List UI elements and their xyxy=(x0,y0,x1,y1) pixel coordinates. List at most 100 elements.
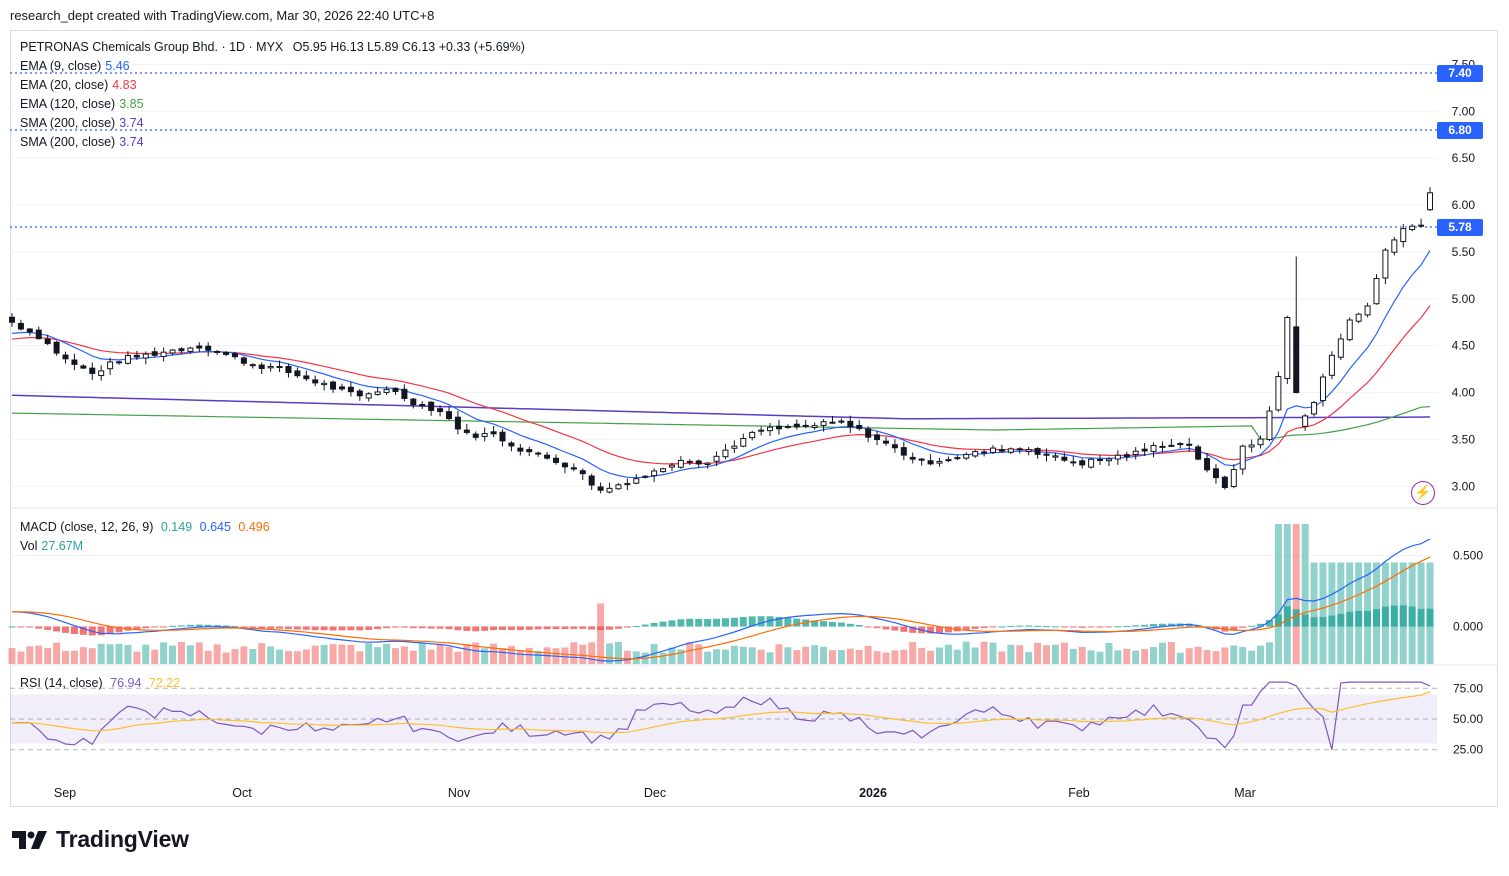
macd-histogram-bar xyxy=(160,626,168,628)
rsi-legend[interactable]: RSI (14, close) 76.94 72.22 xyxy=(20,676,181,690)
macd-pane xyxy=(8,524,1434,664)
candle-body xyxy=(767,426,774,432)
time-axis-tick: Feb xyxy=(1068,786,1090,800)
macd-histogram-bar xyxy=(828,621,836,627)
ema9-legend[interactable]: EMA (9, close) 5.46 xyxy=(20,59,130,73)
volume-bar xyxy=(971,647,979,664)
candle-body xyxy=(784,426,791,429)
candle-body xyxy=(249,364,256,367)
volume-bar xyxy=(980,641,988,664)
volume-bar xyxy=(1069,648,1077,664)
ema120-legend[interactable]: EMA (120, close) 3.85 xyxy=(20,97,144,111)
price-tag-740: 7.40 xyxy=(1437,65,1483,82)
macd-histogram-bar xyxy=(1408,606,1416,627)
macd-histogram-bar xyxy=(276,626,284,629)
macd-histogram-bar xyxy=(641,624,649,627)
sma200-legend[interactable]: SMA (200, close) 3.74 xyxy=(20,116,144,130)
sma200-legend-2[interactable]: SMA (200, close) 3.74 xyxy=(20,135,144,149)
candle-body xyxy=(124,355,131,364)
candle-body xyxy=(169,349,176,354)
volume-bar xyxy=(302,649,310,664)
macd-histogram-bar xyxy=(26,626,34,628)
candle-body xyxy=(945,459,952,462)
volume-bar xyxy=(17,651,25,664)
candle-body xyxy=(847,420,854,428)
volume-bar xyxy=(1096,651,1104,664)
macd-histogram-bar xyxy=(989,626,997,628)
candle-body xyxy=(793,423,800,428)
volume-bar xyxy=(1123,648,1131,664)
volume-bar xyxy=(793,650,801,664)
alert-bolt-icon[interactable]: ⚡ xyxy=(1411,481,1435,505)
macd-histogram-bar xyxy=(606,626,614,630)
volume-bar xyxy=(989,642,997,664)
macd-histogram-bar xyxy=(1069,626,1077,628)
macd-histogram-bar xyxy=(1399,605,1407,627)
macd-histogram-bar xyxy=(909,626,917,633)
macd-histogram-bar xyxy=(8,626,16,628)
candle-body xyxy=(1097,458,1104,461)
symbol-name[interactable]: PETRONAS Chemicals Group Bhd. · 1D · MYX xyxy=(20,40,284,54)
volume-bar xyxy=(1194,646,1202,664)
candle-body xyxy=(445,411,452,420)
price-axis-tick: 6.50 xyxy=(1452,151,1476,165)
macd-histogram-bar xyxy=(169,625,177,627)
candle-body xyxy=(187,347,194,352)
macd-histogram-bar xyxy=(1230,626,1238,631)
candle-body xyxy=(963,453,970,459)
volume-bar xyxy=(204,650,212,664)
volume-bar xyxy=(62,650,70,664)
macd-histogram-bar xyxy=(17,626,25,628)
volume-bar xyxy=(454,651,462,664)
volume-bar xyxy=(160,642,168,664)
time-axis-tick: Nov xyxy=(448,786,471,800)
volume-bar xyxy=(739,646,747,664)
macd-histogram-bar xyxy=(1114,626,1122,628)
ema120-line xyxy=(11,406,1431,440)
macd-histogram-bar xyxy=(962,626,970,631)
candle-body xyxy=(1159,445,1166,448)
volume-bar xyxy=(1301,524,1309,664)
tradingview-logo-icon xyxy=(12,830,47,849)
volume-bar xyxy=(1060,642,1068,664)
candle-body xyxy=(918,458,925,461)
volume-bar xyxy=(837,650,845,664)
candle-body xyxy=(454,416,461,430)
volume-bar xyxy=(766,652,774,664)
ema20-legend[interactable]: EMA (20, close) 4.83 xyxy=(20,78,137,92)
macd-histogram-bar xyxy=(597,626,605,631)
macd-histogram-bar xyxy=(499,626,507,630)
candle-body xyxy=(330,381,337,390)
volume-bar xyxy=(249,648,257,664)
volume-bar xyxy=(383,643,391,664)
macd-histogram-bar xyxy=(677,619,685,627)
candle-body xyxy=(392,387,399,392)
candle-body xyxy=(294,370,301,377)
macd-histogram-bar xyxy=(151,626,159,628)
macd-histogram-bar xyxy=(1078,626,1086,628)
macd-axis-tick: 0.500 xyxy=(1453,549,1483,563)
macd-histogram-bar xyxy=(1355,610,1363,627)
macd-histogram-bar xyxy=(686,618,694,627)
macd-histogram-bar xyxy=(579,626,587,629)
tradingview-logo[interactable]: TradingView xyxy=(12,826,189,853)
candle-body xyxy=(1052,455,1059,458)
volume-bar xyxy=(391,648,399,664)
macd-legend[interactable]: MACD (close, 12, 26, 9) 0.149 0.645 0.49… xyxy=(20,520,270,553)
macd-histogram-bar xyxy=(1043,626,1051,628)
candle-body xyxy=(17,322,24,330)
volume-bar xyxy=(953,649,961,664)
candle-body xyxy=(1346,319,1353,341)
macd-histogram-bar xyxy=(1158,623,1166,627)
macd-histogram-bar xyxy=(846,623,854,627)
macd-histogram-bar xyxy=(53,626,61,632)
candle-body xyxy=(588,475,595,486)
candle-body xyxy=(570,467,577,470)
volume-bar xyxy=(659,652,667,664)
macd-histogram-bar xyxy=(1007,625,1015,627)
candle-body xyxy=(981,451,988,454)
volume-bar xyxy=(1087,650,1095,664)
volume-bar xyxy=(374,647,382,664)
volume-bar xyxy=(222,652,230,664)
